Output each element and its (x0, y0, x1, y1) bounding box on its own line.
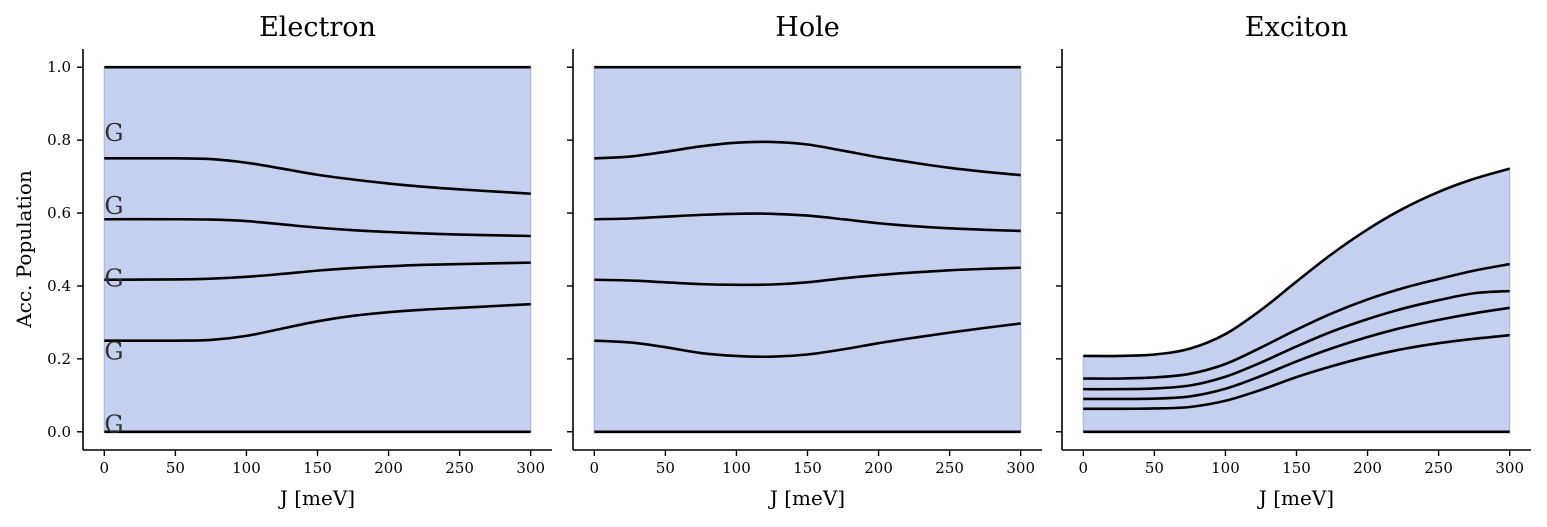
panel-title: Exciton (1245, 12, 1348, 43)
y-axis-label: Acc. Population (12, 170, 36, 329)
series-line-3 (104, 217, 531, 238)
fill-area (593, 66, 1022, 433)
band-label: G (104, 410, 123, 438)
x-tick-label: 300 (1495, 459, 1524, 477)
series-line-1 (104, 302, 531, 342)
x-tick-label: 100 (722, 459, 751, 477)
x-axis-label: J [meV] (1257, 486, 1334, 510)
fill-area (103, 66, 532, 433)
series-line-1 (594, 322, 1021, 359)
x-axis-label: J [meV] (768, 486, 845, 510)
panel-title: Electron (259, 12, 376, 43)
y-tick-label: 0.6 (47, 204, 71, 222)
panel-exciton: 0 50 100 150 200 250 300 Exciton J [meV] (1056, 12, 1531, 510)
y-tick-label: 0.0 (47, 423, 71, 441)
x-tick-label: 100 (232, 459, 261, 477)
x-tick-label: 300 (1006, 459, 1035, 477)
y-tick-label: 1.0 (47, 58, 71, 76)
x-tick-label: 250 (1424, 459, 1453, 477)
x-axis-label: J [meV] (278, 486, 355, 510)
x-tick-label: 50 (656, 459, 675, 477)
band-label: G (104, 338, 123, 366)
x-tick-label: 50 (1145, 459, 1164, 477)
series-line-3 (1083, 289, 1510, 391)
x-tick-label: 250 (445, 459, 474, 477)
panel-hole: 0 50 100 150 200 250 300 Hole J [meV] (567, 12, 1042, 510)
x-tick-label: 200 (374, 459, 403, 477)
y-tick-label: 0.4 (47, 277, 71, 295)
series-line-2 (594, 266, 1021, 287)
series-line-4 (1083, 262, 1510, 380)
series-line-5 (1083, 167, 1511, 358)
x-tick-label: 50 (166, 459, 185, 477)
x-tick-label: 200 (1353, 459, 1382, 477)
x-tick-label: 150 (1282, 459, 1311, 477)
y-tick-label: 0.8 (47, 131, 71, 149)
series-line-2 (104, 261, 531, 282)
series-line-1 (1083, 333, 1510, 411)
series-line-4 (594, 140, 1021, 177)
band-label: G (104, 265, 123, 293)
x-tick-label: 200 (864, 459, 893, 477)
series-line-2 (1083, 306, 1510, 401)
x-tick-label: 100 (1211, 459, 1240, 477)
x-tick-label: 250 (935, 459, 964, 477)
series-line-3 (594, 212, 1021, 233)
x-tick-label: 0 (100, 459, 110, 477)
fill-area (1082, 167, 1511, 433)
panel-title: Hole (775, 12, 839, 43)
series-line-4 (104, 157, 531, 196)
x-tick-label: 0 (1079, 459, 1089, 477)
x-tick-label: 0 (590, 459, 600, 477)
y-tick-label: 0.2 (47, 350, 71, 368)
band-label: G (104, 119, 123, 147)
panels: 0 50 100 150 200 250 300 0.0 0.2 0.4 0.6 0.8 1.0 Elec… (47, 12, 1531, 510)
x-tick-label: 150 (303, 459, 332, 477)
x-tick-label: 150 (793, 459, 822, 477)
band-label: G (104, 192, 123, 220)
x-tick-label: 300 (516, 459, 545, 477)
panel-electron: 0 50 100 150 200 250 300 0.0 0.2 0.4 0.6 0.8 1.0 Elec… (47, 12, 552, 510)
